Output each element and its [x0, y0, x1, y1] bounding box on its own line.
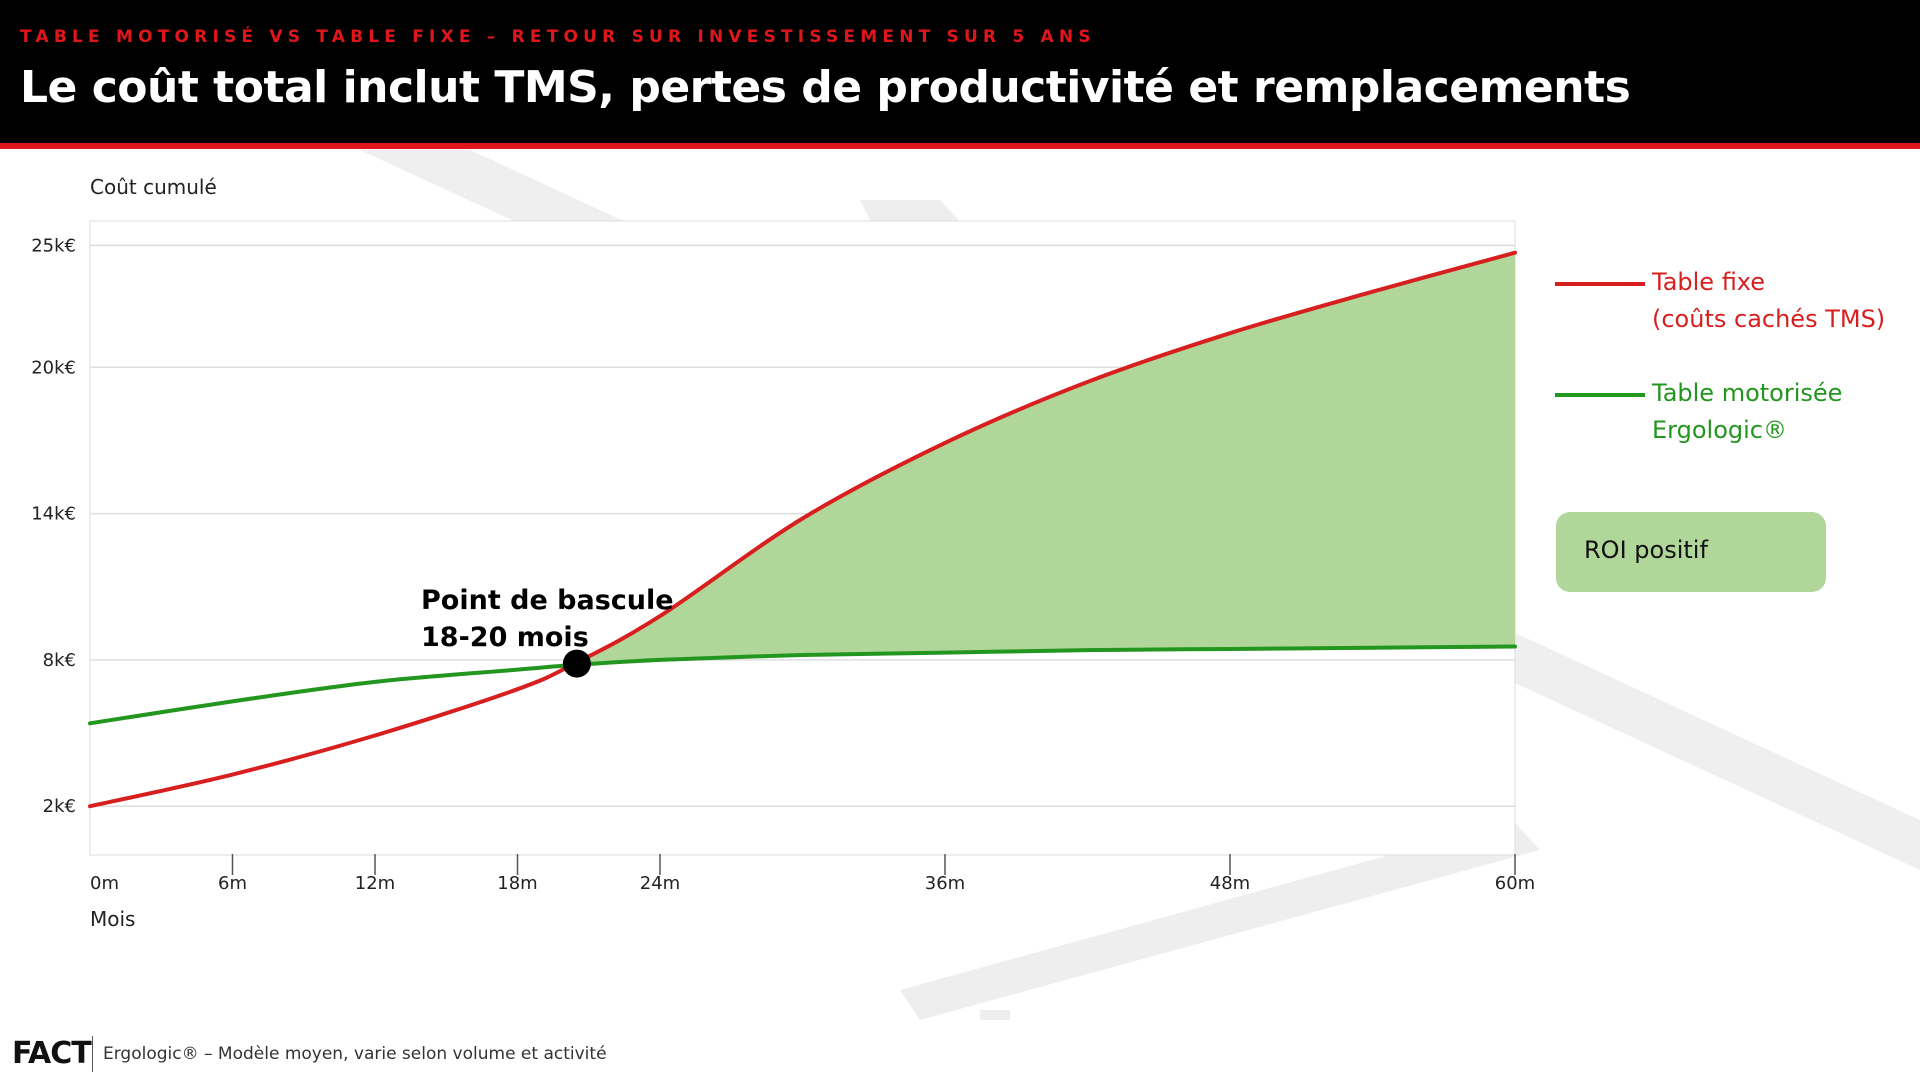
x-tick-label: 6m [218, 873, 247, 894]
series-group [88, 250, 1517, 809]
crossover-label: Point de bascule [421, 585, 674, 616]
y-tick-label: 14k€ [31, 504, 76, 525]
series-line-motorisee [88, 644, 1517, 726]
header-accent-rule [0, 143, 1920, 149]
x-tick-label: 18m [497, 873, 537, 894]
footer-divider [92, 1036, 93, 1072]
deco-band-3 [980, 1010, 1010, 1020]
legend-swatch-motor [1555, 393, 1645, 397]
legend-label-fixed: Table fixe (coûts cachés TMS) [1652, 264, 1885, 338]
legend-label-fixed-line2: (coûts cachés TMS) [1652, 305, 1886, 333]
x-axis-title: Mois [90, 907, 135, 931]
header-bar: TABLE MOTORISÉ VS TABLE FIXE – RETOUR SU… [0, 0, 1920, 143]
annotations: Point de bascule 18-20 mois [421, 585, 674, 678]
legend-label-motor: Table motorisée Ergologic® [1652, 375, 1842, 449]
x-tick-label: 24m [640, 873, 680, 894]
series-line-fixe [88, 250, 1517, 809]
x-tick-label: 12m [355, 873, 395, 894]
header-kicker: TABLE MOTORISÉ VS TABLE FIXE – RETOUR SU… [20, 27, 1096, 47]
legend-label-fixed-line1: Table fixe [1652, 268, 1766, 296]
savings-area-group [576, 252, 1515, 665]
crossover-label: 18-20 mois [421, 622, 589, 653]
legend-swatch-fixed [1555, 282, 1645, 286]
x-tick-label: 0m [90, 873, 119, 894]
legend-label-motor-line2: Ergologic® [1652, 416, 1787, 444]
crossover-point [562, 649, 591, 678]
roi-badge: ROI positif [1556, 512, 1826, 592]
y-tick-label: 8k€ [43, 650, 76, 671]
roi-badge-label: ROI positif [1584, 536, 1708, 564]
fact-logo: FACT [12, 1036, 92, 1071]
footer-note: Ergologic® – Modèle moyen, varie selon v… [103, 1044, 607, 1064]
axes: 2k€ 8k€ 14k€ 20k€ 25k€ 0m 6m 12m 18m 24m 36m 48m 60m… [31, 175, 1535, 931]
y-tick-label: 2k€ [43, 796, 76, 817]
y-tick-label: 20k€ [31, 357, 76, 378]
savings-area [576, 252, 1515, 665]
legend-label-motor-line1: Table motorisée [1652, 379, 1843, 407]
x-tick-label: 36m [925, 873, 965, 894]
x-tick-label: 48m [1210, 873, 1250, 894]
y-axis-title: Coût cumulé [90, 175, 217, 199]
x-tick-label: 60m [1495, 873, 1535, 894]
page-title: Le coût total inclut TMS, pertes de prod… [20, 62, 1631, 113]
y-tick-label: 25k€ [31, 235, 76, 256]
